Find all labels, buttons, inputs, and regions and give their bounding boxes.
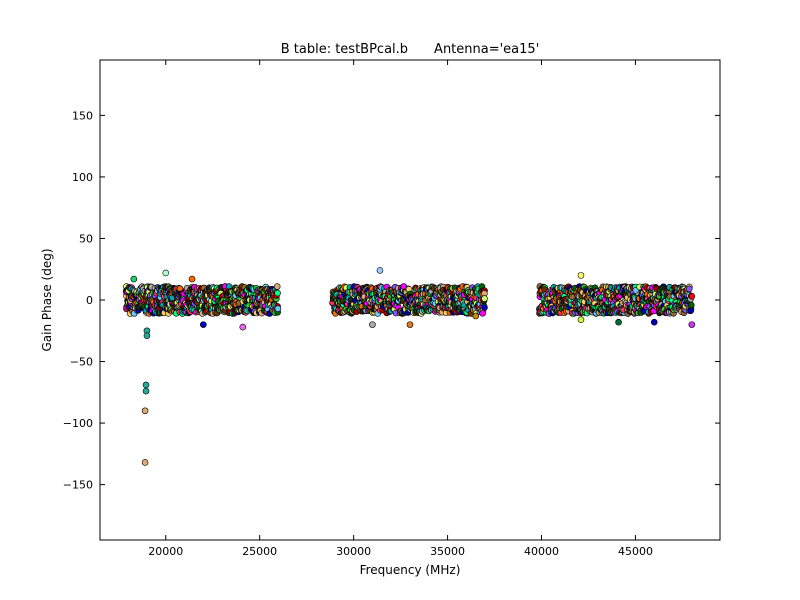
data-point [481,295,488,302]
data-point-outlier [688,293,696,300]
y-axis-label: Gain Phase (deg) [40,248,54,351]
data-point-outlier [130,275,138,283]
y-axis-ticks: −150 −100 −50 0 50 100 150 [63,109,720,492]
data-point-outlier [615,318,622,326]
data-point [479,309,486,317]
data-point [274,305,282,312]
data-points [122,267,696,466]
data-point-outlier [188,275,196,283]
data-point-outlier [369,321,376,328]
plot-area: 20000 25000 30000 35000 40000 45000 −150−100−… [63,59,721,558]
x-axis-ticks: 20000 25000 30000 35000 40000 45000 [148,60,653,558]
y-tick-label: 50 [79,232,93,245]
x-tick-label: 25000 [242,545,277,558]
data-point [685,285,693,293]
data-point-outlier [577,316,585,323]
chart-title: B table: testBPcal.b Antenna='ea15' [281,42,540,57]
x-tick-label: 40000 [524,545,559,558]
data-point-outlier [142,387,150,395]
data-point-outlier [142,381,150,389]
data-point-outlier [239,323,247,331]
x-axis-label: Frequency (MHz) [360,563,461,577]
data-point-outlier [141,407,149,415]
x-tick-label: 35000 [430,545,465,558]
data-point-outlier [406,321,414,328]
y-tick-label: −50 [70,356,93,369]
data-point-outlier [650,318,658,326]
data-point-outlier [143,332,151,339]
data-point-outlier [200,321,207,328]
data-point-outlier [688,321,696,328]
data-point-outlier [141,459,149,466]
chart-title-antenna: Antenna='ea15' [434,42,539,57]
data-point-outlier [577,272,585,279]
data-point [273,283,281,290]
y-tick-label: 150 [72,109,93,122]
y-tick-label: 0 [86,294,93,307]
data-point-outlier [472,312,480,320]
y-tick-label: −100 [63,417,93,430]
x-tick-label: 45000 [618,545,653,558]
y-tick-label: 100 [72,171,93,184]
data-point [687,301,695,309]
x-tick-label: 20000 [148,545,183,558]
data-point [481,304,488,311]
data-point-outlier [162,269,170,277]
data-point [274,289,281,297]
chart-title-table: B table: testBPcal.b [281,42,408,57]
y-tick-label: −150 [63,479,93,492]
data-point-outlier [376,267,384,274]
data-point [687,307,694,315]
x-tick-label: 30000 [336,545,371,558]
